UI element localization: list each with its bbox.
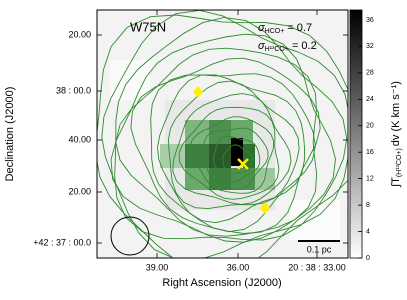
colorbar-tick-label: 36	[366, 17, 374, 24]
sigma-value: = 0.7	[287, 22, 312, 34]
sigma-subscript: H¹³CO+	[265, 46, 289, 53]
x-tick-label: 36.00	[227, 262, 250, 272]
colorbar-label-part: (H¹³CO+)	[396, 148, 403, 177]
colorbar-label: ∫T(H¹³CO+) dv (K km s⁻¹)	[390, 81, 403, 188]
y-tick-label: 20.00	[68, 29, 91, 39]
panel-label: W75N	[130, 19, 166, 34]
y-tick-label: 40.00	[68, 134, 91, 144]
sigma-subscript: HCO+	[265, 28, 285, 35]
beam	[110, 216, 150, 256]
sigma-symbol: σ	[258, 22, 265, 34]
x-axis-label: Right Ascension (J2000)	[162, 277, 281, 289]
noise-annotation: σH¹³CO+ = 0.2	[258, 40, 317, 53]
contour	[213, 135, 261, 183]
contour	[178, 106, 280, 200]
contour	[157, 74, 305, 224]
colorbar-tick-label: 8	[366, 202, 370, 209]
peak-marker	[237, 158, 249, 170]
plot-frame	[96, 9, 349, 259]
y-tick-label: 38 : 00.0	[56, 85, 91, 95]
contour	[101, 10, 348, 258]
colorbar-tick-label: 0	[366, 255, 370, 262]
contour	[130, 57, 321, 234]
contour	[114, 16, 348, 241]
colorbar-tick-label: 16	[366, 149, 374, 156]
colorbar-tick-label: 28	[366, 70, 374, 77]
map-image	[97, 10, 348, 258]
colorbar-tick-label: 24	[366, 96, 374, 103]
y-axis-label: Declination (J2000)	[4, 87, 16, 182]
y-tick-label: +42 : 37 : 00.0	[33, 237, 91, 247]
contour	[222, 144, 253, 175]
scale-bar-label: 0.1 pc	[307, 244, 332, 254]
y-tick-label: 20.00	[68, 186, 91, 196]
x-tick-label: 39.00	[146, 262, 169, 272]
colorbar	[349, 9, 363, 259]
contour	[203, 127, 269, 190]
sigma-symbol: σ	[258, 40, 265, 52]
colorbar-tick-label: 12	[366, 175, 374, 182]
colorbar-label-part: dv (K km s⁻¹)	[390, 81, 402, 146]
contour	[189, 116, 275, 194]
contour	[110, 33, 336, 243]
sigma-value: = 0.2	[292, 40, 317, 52]
colorbar-tick-label: 20	[366, 123, 374, 130]
colorbar-label-part: ∫T	[390, 177, 402, 188]
contour	[97, 14, 348, 258]
noise-annotation: σHCO+ = 0.7	[258, 22, 312, 35]
x-tick-label: 20 : 38 : 33.00	[288, 262, 346, 272]
contour	[168, 80, 300, 210]
colorbar-tick-label: 4	[366, 228, 370, 235]
colorbar-tick-label: 32	[366, 43, 374, 50]
